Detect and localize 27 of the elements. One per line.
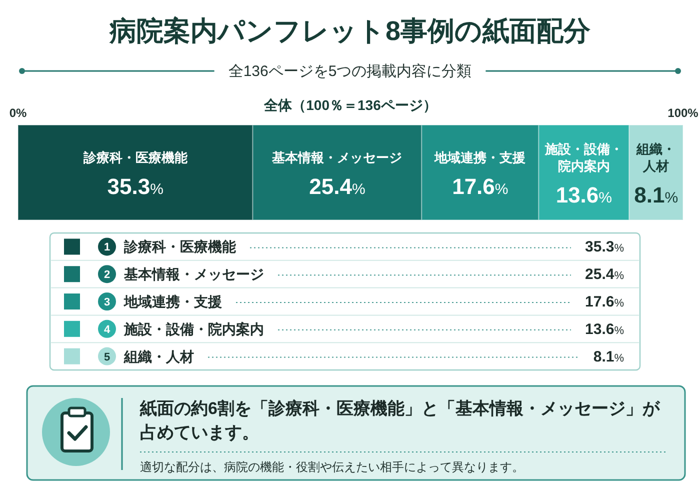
text: 組織・人材	[636, 142, 676, 174]
legend-label: 基本情報・メッセージ	[124, 266, 264, 282]
data-label: 25.4%	[585, 266, 624, 284]
text: 診療科・医療機能	[83, 150, 188, 165]
legend-label: 地域連携・支援	[124, 294, 222, 310]
data-label: 13.6%	[556, 182, 612, 208]
data-label: 8.1%	[634, 182, 678, 208]
legend-label: 施設・設備・院内案内	[124, 320, 264, 337]
x-tick-label: 0%	[9, 106, 27, 120]
data-label: 8.1%	[593, 348, 624, 366]
chart-subtitle: 全136ページを5つの掲載内容に分類	[228, 63, 472, 80]
chart-title: 病院案内パンフレット8事例の紙面配分	[108, 16, 592, 46]
text: 施設・設備・院内案内	[544, 142, 623, 174]
x-tick-label: 100%	[668, 106, 699, 120]
data-label: 35.3%	[585, 238, 624, 256]
data-label: 35.3%	[107, 174, 164, 199]
legend: 1 診療科・医療機能 35.3% 2 基本情報・メッセージ 25.4% 3 地域連携・支援 17.6% 4 施設・設備・院内案内 13.6% 5 組織・人材 8.1%	[49, 232, 641, 371]
data-label: 25.4%	[309, 174, 366, 199]
data-label: 17.6%	[452, 174, 508, 199]
text: 地域連携・支援	[434, 150, 526, 165]
data-label: 13.6%	[585, 320, 624, 338]
legend-label: 診療科・医療機能	[124, 238, 236, 255]
y-tick-label: 全体（100％＝136ページ）	[263, 97, 437, 113]
data-label: 17.6%	[585, 294, 624, 310]
legend-label: 組織・人材	[124, 348, 194, 364]
text: 基本情報・メッセージ	[272, 150, 402, 165]
annotations: 紙面の約6割を「診療科・医療機能」と「基本情報・メッセージ」が占めています。 適切な配分は、病院の機能・役割や伝えたい相手によって異なります。	[26, 385, 686, 481]
